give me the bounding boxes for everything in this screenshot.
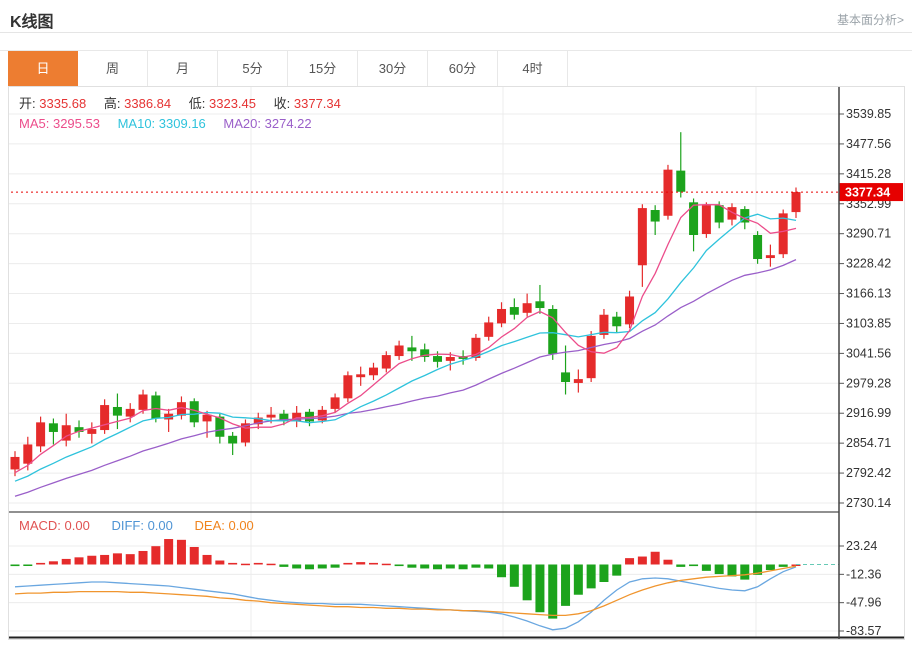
svg-text:3103.85: 3103.85 [846,316,891,330]
svg-text:-83.57: -83.57 [846,624,881,638]
svg-text:3377.34: 3377.34 [845,186,890,200]
tab-5min[interactable]: 5分 [218,51,288,87]
tab-week[interactable]: 周 [78,51,148,87]
svg-text:2979.28: 2979.28 [846,376,891,390]
svg-text:3415.28: 3415.28 [846,167,891,181]
ma-row: MA5: 3295.53 MA10: 3309.16 MA20: 3274.22 [19,114,355,134]
tab-30min[interactable]: 30分 [358,51,428,87]
svg-text:3041.56: 3041.56 [846,346,891,360]
dea-value: DEA: 0.00 [194,518,254,533]
svg-text:3539.85: 3539.85 [846,107,891,121]
svg-text:3166.13: 3166.13 [846,287,891,301]
high-value: 高: 3386.84 [103,96,172,111]
ma5-value: MA5: 3295.53 [19,116,100,131]
diff-value: DIFF: 0.00 [111,518,173,533]
tab-4hour[interactable]: 4时 [498,51,568,87]
svg-text:-47.96: -47.96 [846,596,881,610]
page-header: K线图 基本面分析> [0,0,912,33]
svg-text:3228.42: 3228.42 [846,257,891,271]
low-value: 低: 3323.45 [188,96,256,111]
fundamental-analysis-link[interactable]: 基本面分析> [836,13,904,27]
svg-text:2730.14: 2730.14 [846,496,891,510]
svg-text:23.24: 23.24 [846,539,877,553]
ohlc-legend: 开: 3335.68 高: 3386.84 低: 3323.45 收: 3377… [19,94,355,134]
chart-container: 3539.85 3477.56 3415.28 3352.99 3290.71 3228.… [8,86,905,640]
svg-text:2916.99: 2916.99 [846,406,891,420]
ohlc-row: 开: 3335.68 高: 3386.84 低: 3323.45 收: 3377… [19,94,355,114]
kline-chart-svg[interactable]: 3539.853477.563415.283352.993290.713228.… [9,87,904,639]
macd-value: MACD: 0.00 [19,518,90,533]
tab-60min[interactable]: 60分 [428,51,498,87]
page-title: K线图 [10,14,54,31]
svg-text:-12.36: -12.36 [846,567,881,581]
tab-15min[interactable]: 15分 [288,51,358,87]
open-value: 开: 3335.68 [19,96,87,111]
ma20-value: MA20: 3274.22 [223,116,312,131]
interval-tabs: 日 周 月 5分 15分 30分 60分 4时 [0,50,912,87]
svg-text:3477.56: 3477.56 [846,137,891,151]
tab-day[interactable]: 日 [8,51,78,87]
macd-legend: MACD: 0.00 DIFF: 0.00 DEA: 0.00 [19,518,272,533]
svg-text:2854.71: 2854.71 [846,436,891,450]
close-value: 收: 3377.34 [273,96,341,111]
ma10-value: MA10: 3309.16 [117,116,206,131]
tab-month[interactable]: 月 [148,51,218,87]
svg-text:3290.71: 3290.71 [846,227,891,241]
svg-text:2792.42: 2792.42 [846,466,891,480]
